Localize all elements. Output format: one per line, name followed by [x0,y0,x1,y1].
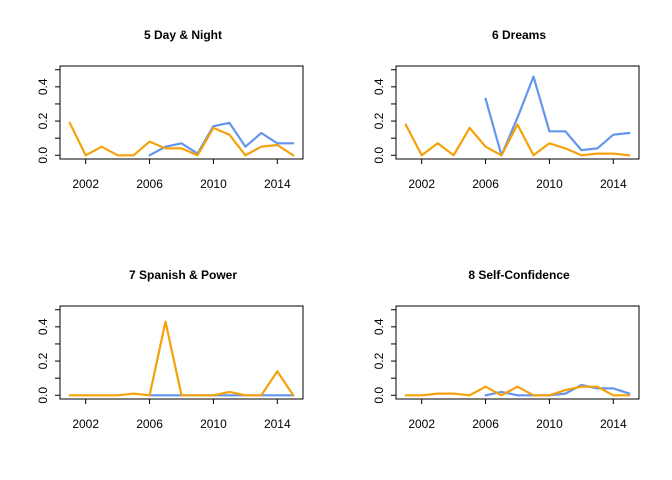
panel-1: 5 Day & Night 2002 2006 2010 2014 0.0 0.2 0.4 [36,28,304,191]
series-line-orange [404,123,631,157]
x-tick-label: 2014 [264,177,291,191]
x-tick-label: 2014 [600,417,627,431]
x-tick-label: 2010 [200,177,227,191]
x-tick-label: 2010 [536,177,563,191]
y-tick-label: 0.0 [372,147,386,164]
x-tick-label: 2002 [408,177,435,191]
y-tick-label: 0.0 [36,387,50,404]
panel-3-title: 7 Spanish & Power [129,268,237,282]
series-line-blue [484,383,631,397]
x-tick-label: 2006 [472,177,499,191]
x-tick-label: 2006 [136,417,163,431]
x-tick-label: 2010 [536,417,563,431]
y-tick-label: 0.4 [36,318,50,335]
panel-2-title: 6 Dreams [492,28,546,42]
panel-1-title: 5 Day & Night [144,28,222,42]
y-tick-label: 0.0 [372,387,386,404]
series-line-blue [148,121,295,157]
series-line-blue [484,75,631,157]
y-tick-label: 0.2 [372,352,386,369]
panel-2-frame [395,65,640,160]
x-tick-label: 2002 [72,177,99,191]
panel-4-frame [395,305,640,400]
panel-3-frame [59,305,304,400]
x-tick-label: 2006 [136,177,163,191]
panel-4: 8 Self-Confidence 2002 2006 2010 2014 0.0 0.2… [372,268,640,431]
panel-3: 7 Spanish & Power 2002 2006 2010 2014 0.0 0.2… [36,268,304,431]
y-tick-label: 0.2 [36,352,50,369]
y-tick-label: 0.4 [372,78,386,95]
y-tick-label: 0.4 [372,318,386,335]
x-tick-label: 2014 [600,177,627,191]
x-tick-label: 2014 [264,417,291,431]
x-tick-label: 2002 [408,417,435,431]
series-line-orange [68,320,295,397]
y-tick-label: 0.2 [36,112,50,129]
panel-1-frame [59,65,304,160]
x-tick-label: 2002 [72,417,99,431]
panel-4-title: 8 Self-Confidence [468,268,570,282]
panel-2: 6 Dreams 2002 2006 2010 2014 0.0 0.2 0.4 [372,28,640,191]
x-tick-label: 2010 [200,417,227,431]
series-line-orange [404,385,631,397]
series-line-orange [68,121,295,157]
y-tick-label: 0.2 [372,112,386,129]
y-tick-label: 0.0 [36,147,50,164]
y-tick-label: 0.4 [36,78,50,95]
x-tick-label: 2006 [472,417,499,431]
